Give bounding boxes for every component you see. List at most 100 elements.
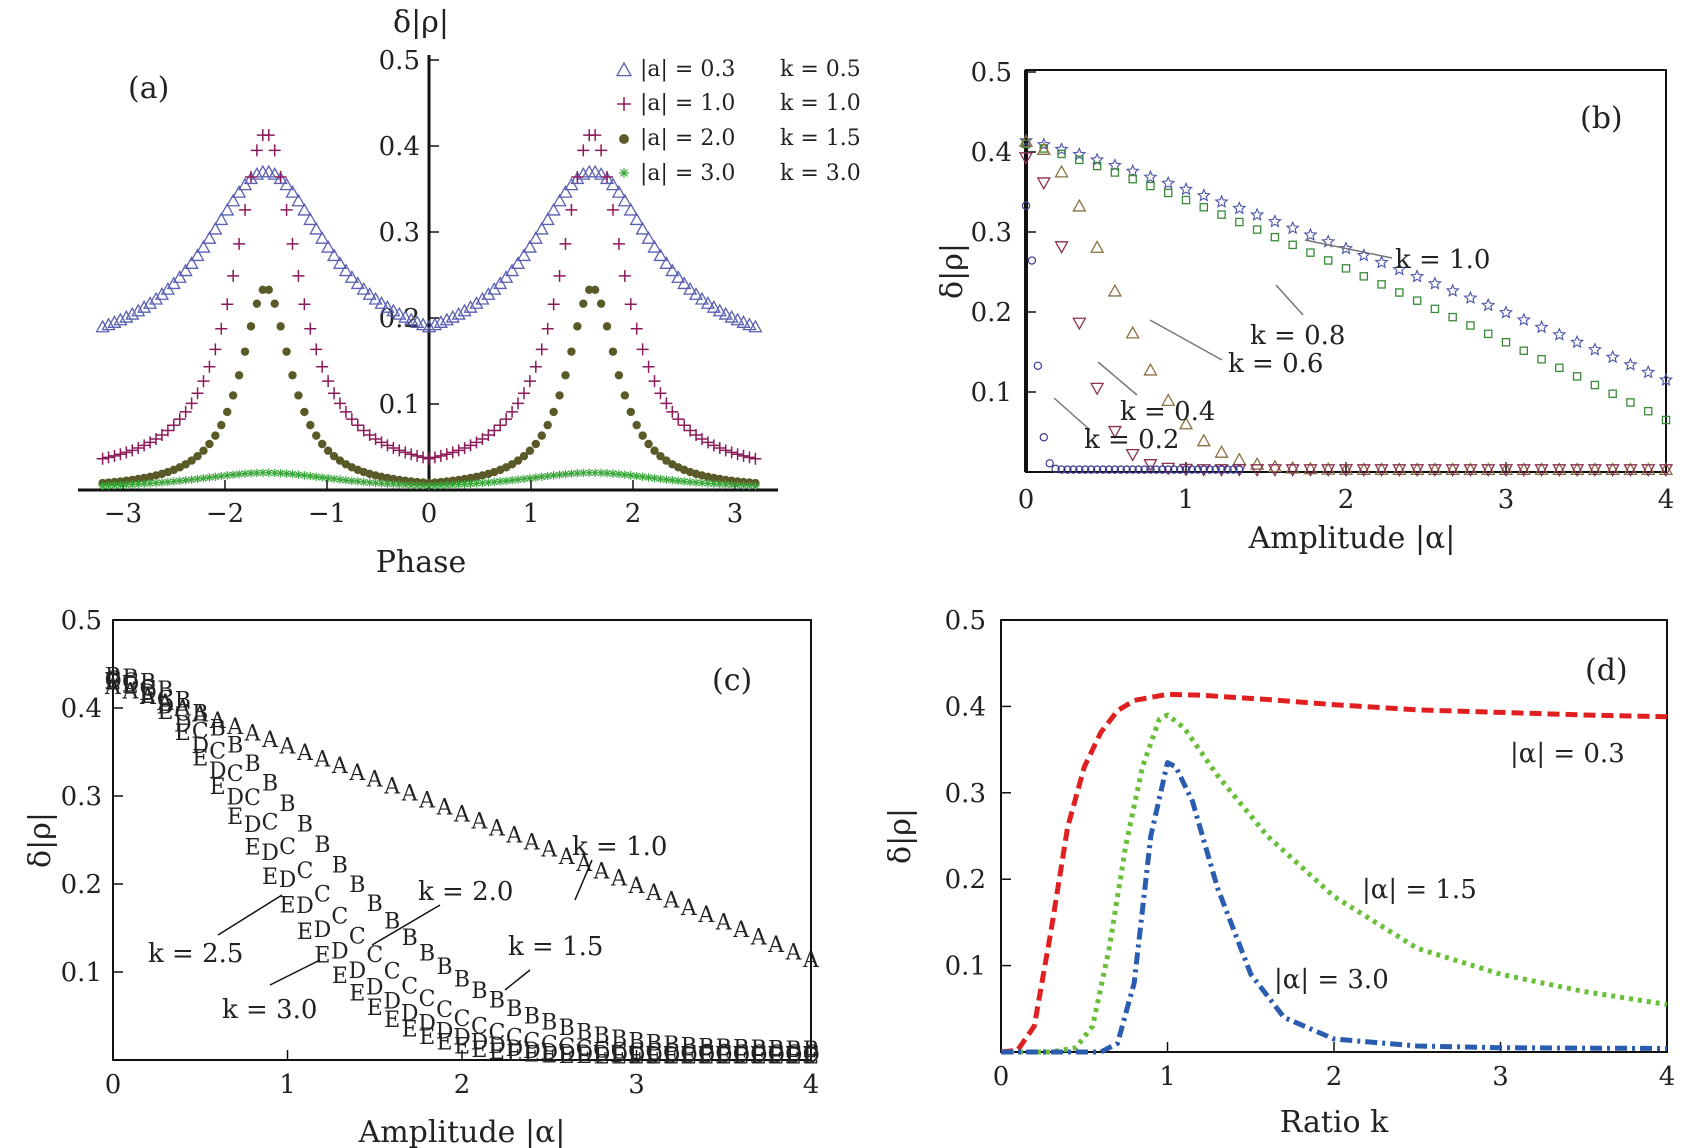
panel-b-label: (b) xyxy=(1580,101,1623,136)
dot-marker xyxy=(519,451,529,461)
dot-marker xyxy=(619,134,629,144)
asterisk-marker xyxy=(454,480,463,489)
circle-marker xyxy=(1021,201,1031,210)
letter-marker: B xyxy=(436,955,452,980)
dot-marker xyxy=(323,446,333,455)
dot-marker xyxy=(270,299,279,308)
asterisk-marker xyxy=(288,469,297,479)
asterisk-marker xyxy=(246,469,256,478)
triangle-marker xyxy=(321,239,336,253)
letter-marker: C xyxy=(646,1041,663,1066)
letter-marker: B xyxy=(279,792,295,817)
triangle-marker xyxy=(427,317,443,331)
legend-a-0: |a| = 0.3 xyxy=(640,57,735,82)
triangle-marker xyxy=(356,281,371,295)
asterisk-marker xyxy=(739,481,748,490)
circle-marker xyxy=(1057,465,1066,474)
letter-marker: E xyxy=(541,1043,557,1068)
asterisk-marker xyxy=(751,481,760,491)
letter-marker: A xyxy=(156,691,174,716)
plus-marker xyxy=(96,452,109,465)
plus-marker xyxy=(215,322,228,335)
asterisk-marker xyxy=(715,479,724,489)
letter-marker: E xyxy=(122,674,138,699)
plus-marker xyxy=(185,397,198,410)
circle-marker xyxy=(1086,465,1096,474)
letter-marker: A xyxy=(680,896,698,921)
dot-marker xyxy=(240,347,250,356)
circle-marker xyxy=(1140,465,1149,474)
triangle-marker xyxy=(510,256,526,269)
plus-marker xyxy=(743,451,756,464)
circle-marker xyxy=(1229,465,1238,474)
asterisk-marker xyxy=(478,478,487,488)
y-tick-label: 0.3 xyxy=(945,779,986,809)
asterisk-marker xyxy=(638,472,647,481)
annot-b-3: k = 0.4 xyxy=(1120,397,1215,427)
leader-b-1 xyxy=(1275,284,1304,316)
letter-marker: A xyxy=(313,748,331,773)
circle-marker xyxy=(1181,465,1191,474)
dot-marker xyxy=(258,285,268,294)
plus-marker xyxy=(393,444,406,457)
triangle-marker xyxy=(291,193,306,207)
letter-marker: D xyxy=(610,1043,628,1068)
plus-marker xyxy=(494,419,507,432)
panel-a-marks xyxy=(95,129,763,491)
letter-marker: D xyxy=(209,759,227,784)
asterisk-marker xyxy=(619,168,629,178)
square-marker xyxy=(1483,329,1493,339)
triangle-marker xyxy=(677,276,692,290)
y-tick-label: 0.4 xyxy=(945,692,986,722)
triangle-marker xyxy=(208,221,223,235)
asterisk-marker xyxy=(650,474,659,483)
dot-marker xyxy=(555,391,564,400)
plus-marker xyxy=(523,375,536,388)
triangle-marker xyxy=(457,303,472,317)
letter-marker: E xyxy=(576,1044,592,1069)
triangle-marker xyxy=(1267,459,1282,473)
circle-marker xyxy=(1205,465,1214,474)
letter-marker: D xyxy=(331,940,349,965)
asterisk-marker xyxy=(472,479,481,488)
square-marker xyxy=(1572,372,1582,381)
panel-c-ticks: 0 1 2 3 4 0.1 0.2 0.3 0.4 0.5 xyxy=(61,606,820,1100)
y-tick-label: 0.4 xyxy=(971,138,1012,168)
letter-marker: A xyxy=(523,831,541,856)
letter-marker: C xyxy=(611,1039,628,1064)
asterisk-marker xyxy=(211,472,220,481)
letter-marker: C xyxy=(715,1042,732,1067)
asterisk-marker xyxy=(187,475,196,484)
star-marker xyxy=(1392,262,1407,276)
plus-marker xyxy=(517,387,530,400)
plus-marker xyxy=(601,171,614,184)
dot-marker xyxy=(317,439,327,449)
plus-marker xyxy=(381,439,394,452)
letter-marker: E xyxy=(227,805,243,830)
asterisk-marker xyxy=(389,479,398,489)
triangle-down-marker xyxy=(1054,241,1069,254)
letter-marker: B xyxy=(227,733,243,758)
letter-marker: E xyxy=(663,1045,679,1070)
star-marker xyxy=(1605,349,1620,364)
asterisk-marker xyxy=(139,479,149,488)
letter-marker: E xyxy=(803,1045,819,1070)
triangle-down-marker xyxy=(1018,152,1034,165)
letter-marker: B xyxy=(157,678,173,703)
dot-marker xyxy=(585,285,594,294)
x-tick-label: 0 xyxy=(105,1070,122,1100)
asterisk-marker xyxy=(442,480,452,490)
plus-marker xyxy=(565,203,578,216)
panel-c-frame xyxy=(112,619,812,1061)
plus-marker xyxy=(506,405,519,418)
star-marker xyxy=(1374,255,1389,269)
y-tick-label: 0.5 xyxy=(61,606,102,636)
triangle-marker xyxy=(196,239,211,253)
triangle-marker xyxy=(332,256,348,269)
triangle-marker xyxy=(279,177,294,191)
asterisk-marker xyxy=(228,470,238,479)
asterisk-marker xyxy=(347,476,357,486)
circle-marker xyxy=(1223,465,1232,474)
letter-marker: D xyxy=(506,1037,524,1062)
panel-d-ticks: 0 1 2 3 4 0.1 0.2 0.3 0.4 0.5 xyxy=(945,606,1676,1092)
